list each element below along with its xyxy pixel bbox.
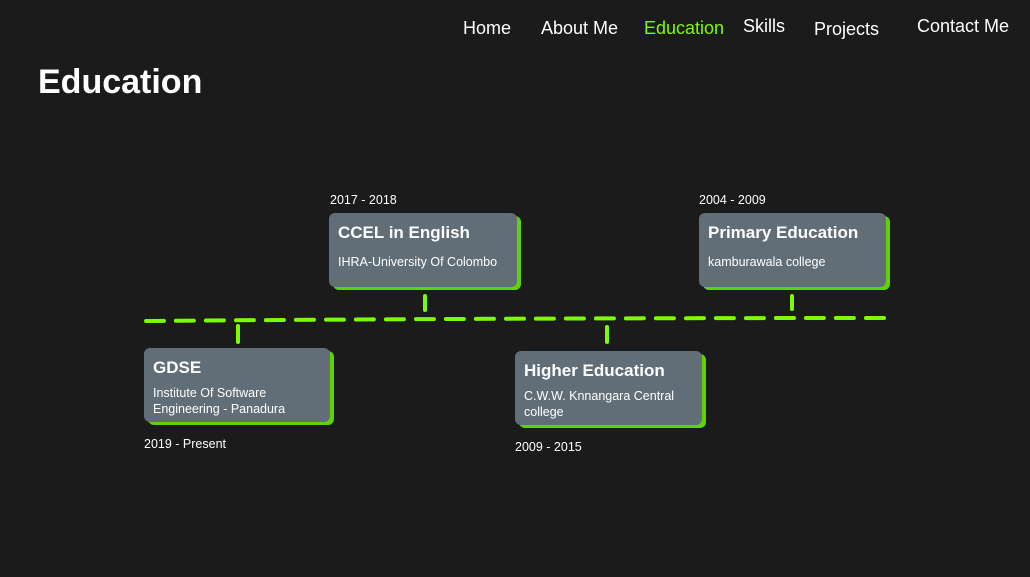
date-primary: 2004 - 2009 <box>699 193 766 207</box>
date-ccel: 2017 - 2018 <box>330 193 397 207</box>
card-institution: C.W.W. Knnangara Central college <box>524 389 675 419</box>
timeline-card-gdse: GDSE Institute Of Software Engineering -… <box>144 348 330 422</box>
nav-education-link[interactable]: Education <box>644 18 725 38</box>
page-title: Education <box>38 63 203 101</box>
timeline-card-primary: Primary Education kamburawala college <box>699 213 886 287</box>
nav-projects-link[interactable]: Projects <box>814 19 880 39</box>
nav-home-link[interactable]: Home <box>463 18 512 38</box>
timeline-dashed-line <box>144 316 888 323</box>
card-title: CCEL in English <box>338 223 470 242</box>
nav-about-link[interactable]: About Me <box>541 18 619 38</box>
card-title: Higher Education <box>524 361 665 380</box>
card-institution: kamburawala college <box>708 255 826 269</box>
nav-skills-link[interactable]: Skills <box>743 16 786 36</box>
date-higher: 2009 - 2015 <box>515 440 582 454</box>
date-gdse: 2019 - Present <box>144 437 226 451</box>
nav-contact-link[interactable]: Contact Me <box>917 16 1010 36</box>
card-institution: Institute Of Software Engineering - Pana… <box>153 386 286 416</box>
card-title: Primary Education <box>708 223 859 242</box>
card-title: GDSE <box>153 358 202 377</box>
timeline-card-ccel: CCEL in English IHRA-University Of Colom… <box>329 213 517 287</box>
timeline-card-higher: Higher Education C.W.W. Knnangara Centra… <box>515 351 702 425</box>
card-institution: IHRA-University Of Colombo <box>338 255 498 269</box>
